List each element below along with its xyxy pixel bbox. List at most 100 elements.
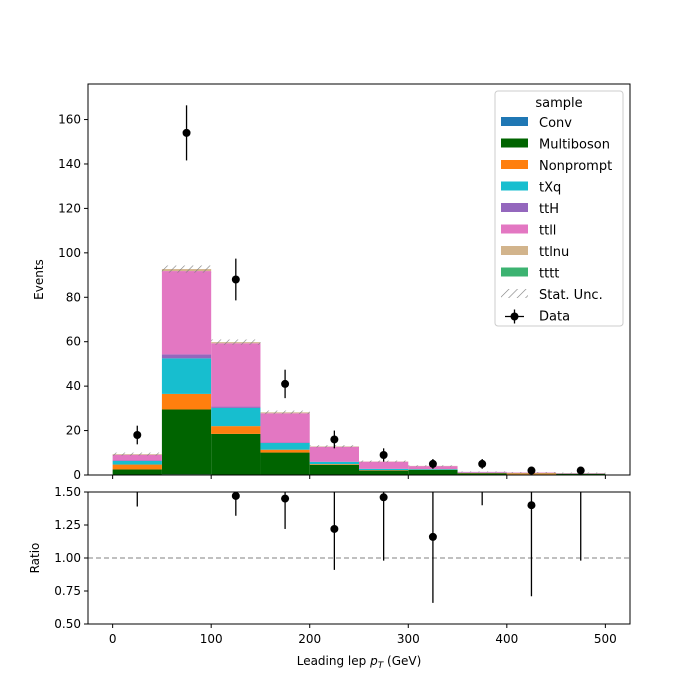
bar-multiboson-2 (211, 433, 261, 475)
bar-nonprompt-0 (112, 464, 162, 470)
stat-unc-1 (161, 265, 212, 273)
ratio-xtick-label: 500 (594, 632, 617, 646)
bar-multiboson-1 (161, 409, 212, 475)
ratio-xtick-label: 0 (109, 632, 117, 646)
legend-label-nonprompt: Nonprompt (539, 159, 612, 174)
x-axis-label: Leading lep pT (GeV) (297, 654, 422, 671)
data-point-9 (576, 466, 585, 475)
main-ytick-label: 140 (58, 157, 81, 171)
data-point-2 (231, 275, 240, 284)
legend: sample Conv Multiboson Nonprompt tXq ttH ttll… (494, 90, 624, 327)
bar-txq-2 (211, 407, 261, 427)
main-ytick-label: 20 (66, 424, 81, 438)
bar-txq-1 (161, 358, 212, 394)
legend-swatch-txq (501, 181, 528, 191)
ratio-point-5 (379, 493, 388, 502)
ratio-point-2 (231, 492, 240, 500)
data-point-1 (182, 128, 191, 137)
ratio-xtick-label: 400 (495, 632, 518, 646)
main-ytick-label: 100 (58, 246, 81, 260)
data-point-7 (478, 459, 487, 468)
legend-label-multiboson: Multiboson (539, 138, 610, 153)
main-ytick-label: 40 (66, 379, 81, 393)
legend-swatch-nonprompt (501, 160, 528, 169)
ratio-point-7 (478, 356, 486, 364)
legend-swatch-tth (501, 203, 528, 212)
legend-swatch-conv (501, 117, 528, 126)
ratio-ytick-label: 0.50 (54, 617, 81, 631)
bar-nonprompt-1 (161, 393, 212, 410)
stat-unc-2 (211, 339, 261, 345)
main-ytick-label: 120 (58, 201, 81, 215)
legend-swatch-multiboson (501, 138, 528, 148)
legend-title: sample (535, 96, 582, 111)
ratio-point-0 (133, 446, 141, 454)
ratio-ytick-label: 0.75 (54, 584, 81, 598)
bar-ttll-3 (260, 413, 310, 443)
bar-multiboson-3 (260, 452, 310, 475)
legend-label-ttlnu: ttlnu (539, 245, 569, 260)
legend-items: Conv Multiboson Nonprompt tXq ttH ttll ttlnu tt… (501, 116, 612, 325)
legend-label-tth: ttH (539, 202, 559, 217)
legend-label-ttll: ttll (539, 224, 556, 239)
bar-nonprompt-2 (211, 426, 261, 434)
ratio-x-ticks: 0 100 200 300 400 500 (109, 624, 617, 646)
main-x-ticks (112, 475, 606, 479)
ratio-xtick-label: 300 (397, 632, 420, 646)
main-y-ticks: 0 20 40 60 80 100 120 140 160 (58, 113, 88, 482)
bar-multiboson-7 (457, 473, 507, 475)
bar-txq-6 (408, 469, 458, 470)
legend-swatch-tttt (501, 267, 528, 277)
ratio-xtick-label: 100 (200, 632, 223, 646)
ratio-ytick-label: 1.25 (54, 518, 81, 532)
ratio-panel: 0.500.751.001.251.50 0 100 200 300 400 500 Ra… (28, 356, 631, 671)
data-point-5 (379, 451, 388, 460)
bar-multiboson-5 (359, 470, 409, 475)
bar-multiboson-6 (408, 469, 458, 475)
bar-ttll-1 (161, 271, 212, 355)
ratio-points (133, 356, 582, 603)
legend-box (494, 90, 624, 327)
ratio-ytick-label: 1.50 (54, 485, 81, 499)
main-axes-frame (87, 83, 631, 476)
legend-label-txq: tXq (539, 181, 561, 196)
data-point-3 (281, 379, 290, 388)
legend-swatch-ttll (501, 224, 528, 234)
bar-tth-2 (211, 406, 261, 408)
ratio-point-4 (330, 524, 339, 533)
bar-ttll-2 (211, 343, 261, 407)
main-panel: 0 20 40 60 80 100 120 140 160 Events (32, 83, 631, 482)
bar-ttll-0 (112, 454, 162, 461)
bar-multiboson-4 (309, 464, 359, 475)
ratio-ytick-label: 1.00 (54, 551, 81, 565)
legend-swatch-ttlnu (501, 246, 528, 255)
stat-unc-7 (457, 471, 507, 473)
bar-txq-4 (309, 461, 359, 465)
legend-label-conv: Conv (539, 116, 572, 131)
main-ytick-label: 60 (66, 335, 81, 349)
main-ytick-label: 0 (73, 468, 81, 482)
data-point-6 (428, 459, 437, 468)
main-y-axis-label: Events (32, 259, 46, 300)
bar-nonprompt-3 (260, 449, 310, 453)
ratio-y-ticks: 0.50 0.75 1.00 1.25 1.50 (54, 485, 88, 631)
data-point-0 (133, 431, 142, 440)
legend-label-data: Data (539, 310, 570, 325)
data-points (133, 105, 585, 475)
ratio-axes-frame (87, 491, 631, 625)
data-point-4 (330, 435, 339, 444)
legend-data-marker (510, 312, 519, 321)
stat-unc-3 (260, 410, 310, 415)
bar-txq-0 (112, 461, 162, 465)
ratio-y-axis-label: Ratio (28, 543, 42, 574)
ratio-point-3 (281, 494, 290, 503)
stat-unc-0 (112, 452, 162, 456)
bar-tth-0 (112, 460, 162, 462)
legend-label-tttt: tttt (539, 267, 559, 282)
bar-txq-3 (260, 443, 310, 450)
bar-multiboson-0 (112, 469, 162, 475)
data-point-8 (527, 466, 536, 475)
legend-swatch-stat-unc (501, 289, 528, 298)
bar-ttll-4 (309, 446, 359, 462)
